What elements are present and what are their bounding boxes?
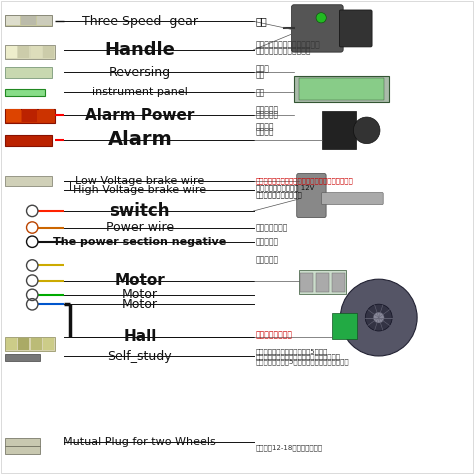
Text: 刷到新的屏和霍尔，可以调节电机正反转和速: 刷到新的屏和霍尔，可以调节电机正反转和速: [256, 354, 341, 360]
FancyBboxPatch shape: [321, 192, 383, 205]
Bar: [5, 45, 55, 59]
Text: Motor: Motor: [122, 298, 158, 311]
Bar: [6, 46, 17, 58]
Text: Hall: Hall: [123, 329, 156, 344]
Text: 黑色负极: 黑色负极: [256, 128, 274, 136]
Text: 低电压刹车断电（两条线直接对接，实现刹车断电）: 低电压刹车断电（两条线直接对接，实现刹车断电）: [256, 178, 354, 184]
Circle shape: [316, 13, 326, 23]
Text: Motor: Motor: [114, 273, 165, 288]
Text: 赖色包为12-18陪两轮对接插头: 赖色包为12-18陪两轮对接插头: [256, 445, 323, 451]
Bar: [5, 438, 40, 446]
Bar: [6, 109, 21, 122]
FancyBboxPatch shape: [339, 10, 372, 47]
Bar: [6, 338, 17, 350]
Bar: [37, 16, 52, 25]
Text: 霍尔线接好后，自学习线对准5秒后就: 霍尔线接好后，自学习线对准5秒后就: [256, 348, 328, 355]
Text: The power section negative: The power section negative: [53, 237, 227, 247]
Circle shape: [374, 312, 384, 323]
Text: 踹锁防尘线: 踹锁防尘线: [256, 255, 279, 264]
Bar: [294, 76, 389, 102]
Text: 学习机电机数字线: 学习机电机数字线: [256, 331, 293, 339]
Text: Motor: Motor: [122, 288, 158, 301]
Text: 不同，可以对线对调换两颗: 不同，可以对线对调换两颗: [256, 46, 311, 55]
Bar: [5, 135, 52, 146]
Circle shape: [340, 279, 417, 356]
Bar: [5, 109, 55, 123]
Text: 转调: 转调: [256, 70, 265, 79]
Text: 注意红黑线不能接反，如果手柄: 注意红黑线不能接反，如果手柄: [256, 41, 321, 49]
Bar: [43, 338, 54, 350]
Bar: [39, 109, 54, 122]
Bar: [5, 176, 52, 186]
Bar: [30, 338, 42, 350]
Bar: [322, 111, 356, 149]
Text: 仅点: 仅点: [256, 88, 265, 97]
Text: 红线正极: 红线正极: [256, 122, 274, 131]
Text: 赖黑线负极: 赖黑线负极: [256, 237, 279, 246]
Bar: [18, 46, 29, 58]
FancyBboxPatch shape: [292, 5, 343, 52]
Bar: [332, 273, 345, 292]
Bar: [299, 270, 346, 294]
Bar: [300, 273, 313, 292]
Bar: [5, 15, 52, 26]
Text: switch: switch: [109, 202, 170, 220]
Text: Low Voltage brake wire: Low Voltage brake wire: [75, 176, 204, 186]
Text: 三速: 三速: [256, 16, 268, 27]
Text: High Voltage brake wire: High Voltage brake wire: [73, 184, 206, 195]
Text: Reversing: Reversing: [109, 65, 171, 79]
Bar: [22, 109, 37, 122]
Bar: [332, 313, 357, 339]
Text: 倒车，: 倒车，: [256, 64, 270, 73]
Circle shape: [354, 117, 380, 144]
Text: Self_study: Self_study: [108, 350, 172, 363]
Text: 电机反转就要对准5秒分开，自学习不能一直接。: 电机反转就要对准5秒分开，自学习不能一直接。: [256, 359, 350, 365]
Bar: [5, 337, 55, 351]
Text: Power wire: Power wire: [106, 221, 174, 234]
Text: 红黑不接反: 红黑不接反: [256, 106, 279, 114]
Text: 四则金属端: 四则金属端: [256, 110, 279, 119]
Bar: [21, 16, 36, 25]
Text: Mutual Plug for two Wheels: Mutual Plug for two Wheels: [64, 437, 216, 447]
Bar: [299, 78, 384, 100]
Bar: [5, 89, 45, 96]
Bar: [6, 16, 20, 25]
FancyBboxPatch shape: [297, 173, 326, 218]
Bar: [18, 338, 29, 350]
Bar: [5, 67, 52, 78]
Text: Alarm Power: Alarm Power: [85, 108, 194, 123]
Bar: [5, 446, 40, 454]
Text: instrument panel: instrument panel: [92, 87, 188, 98]
Bar: [316, 273, 329, 292]
Bar: [5, 354, 40, 361]
Bar: [43, 46, 54, 58]
Circle shape: [365, 304, 392, 331]
Text: Handle: Handle: [104, 41, 175, 59]
Bar: [30, 46, 42, 58]
Text: Three Speed  gear: Three Speed gear: [82, 15, 198, 28]
Text: 正电压来控制刹车断电机: 正电压来控制刹车断电机: [256, 191, 303, 198]
Text: 赖红线电源正极: 赖红线电源正极: [256, 223, 288, 232]
Text: Alarm: Alarm: [108, 130, 172, 149]
Text: 黑电压刹车断电二：接 12V: 黑电压刹车断电二：接 12V: [256, 185, 314, 191]
